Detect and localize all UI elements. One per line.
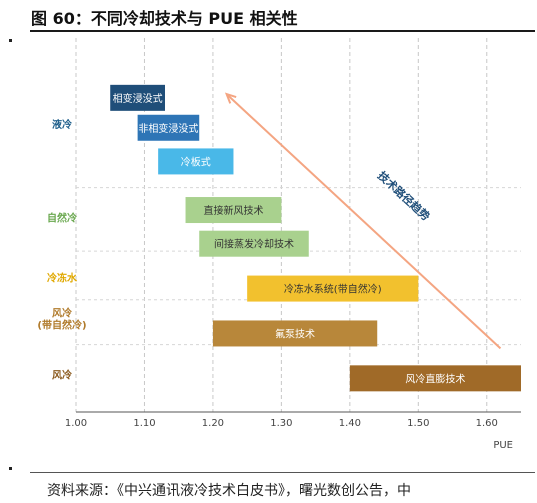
left-margin-dot bbox=[9, 39, 12, 42]
bar-label: 间接蒸发冷却技术 bbox=[214, 238, 294, 251]
range-bar bbox=[185, 197, 282, 224]
range-bar bbox=[247, 275, 419, 302]
category-label: 冷冻水 bbox=[47, 271, 78, 284]
x-tick-label: 1.20 bbox=[202, 418, 224, 429]
bar-label: 直接新风技术 bbox=[203, 204, 263, 217]
bar-label: 非相变浸没式 bbox=[138, 122, 198, 135]
x-tick-label: 1.30 bbox=[270, 418, 292, 429]
range-bar bbox=[110, 84, 165, 111]
figure-footer: 资料来源：《中兴通讯液冷技术白皮书》，曙光数创公告，中 bbox=[0, 470, 537, 503]
x-axis-label: PUE bbox=[493, 440, 513, 451]
x-tick-label: 1.60 bbox=[476, 418, 498, 429]
range-bar bbox=[158, 148, 234, 175]
bar-label: 相变浸没式 bbox=[113, 92, 163, 105]
range-bar bbox=[349, 365, 521, 392]
category-label: (带自然冷) bbox=[37, 319, 86, 332]
trend-arrow-line bbox=[225, 93, 502, 350]
range-bar bbox=[212, 320, 378, 347]
footer-rule bbox=[30, 472, 535, 473]
title-rule bbox=[30, 30, 535, 32]
x-axis: 1.00 1.10 1.20 1.30 1.40 1.50 1.60 PUE bbox=[65, 411, 521, 451]
category-label: 自然冷 bbox=[47, 212, 77, 225]
range-bar bbox=[199, 230, 309, 257]
figure-title: 图 60：不同冷却技术与 PUE 相关性 bbox=[31, 9, 298, 28]
bar-label: 冷板式 bbox=[181, 155, 211, 168]
category-label: 液冷 bbox=[52, 118, 72, 131]
range-bar bbox=[137, 114, 200, 141]
category-label: 风冷 bbox=[52, 307, 72, 320]
bar-label: 氟泵技术 bbox=[275, 327, 315, 340]
figure-header: 图 60：不同冷却技术与 PUE 相关性 bbox=[0, 0, 537, 34]
left-margin-dot bbox=[9, 467, 12, 470]
grid-lines bbox=[75, 38, 521, 412]
trend-arrow-head bbox=[224, 92, 237, 104]
x-tick-label: 1.10 bbox=[133, 418, 155, 429]
category-label: 风冷 bbox=[52, 369, 72, 382]
source-note: 资料来源：《中兴通讯液冷技术白皮书》，曙光数创公告，中 bbox=[47, 483, 411, 499]
x-tick-label: 1.40 bbox=[339, 418, 361, 429]
x-tick-label: 1.00 bbox=[65, 418, 87, 429]
bar-label: 冷冻水系统(带自然冷) bbox=[284, 283, 382, 296]
bar-label: 风冷直膨技术 bbox=[405, 372, 465, 385]
x-tick-label: 1.50 bbox=[407, 418, 429, 429]
